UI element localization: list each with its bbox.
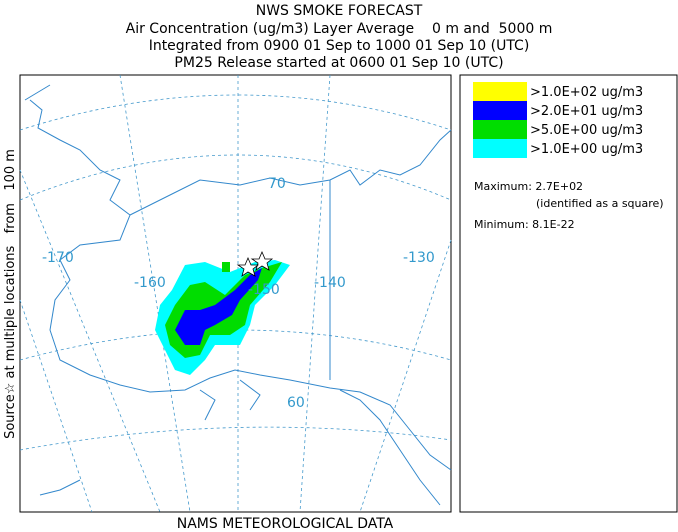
- header-line: PM25 Release started at 0600 01 Sep 10 (…: [174, 55, 503, 71]
- maximum-note: (identified as a square): [536, 197, 664, 210]
- map-label: -130: [403, 250, 435, 266]
- border: [39, 180, 331, 496]
- map-label: -140: [314, 275, 346, 291]
- map: -170 -160 -150 -140 -130 70 60: [19, 74, 452, 513]
- footer: NAMS METEOROLOGICAL DATA: [177, 516, 394, 532]
- header-line: Air Concentration (ug/m3) Layer Average …: [126, 21, 553, 37]
- legend-swatch: [473, 120, 527, 139]
- legend: Maximum: 2.7E+02 (identified as a square…: [459, 74, 678, 513]
- header-line: Integrated from 0900 01 Sep to 1000 01 S…: [149, 38, 530, 54]
- maximum: Maximum: 2.7E+02: [474, 180, 583, 193]
- side-label: Source☆ at multiple locations from 100 m: [3, 149, 18, 439]
- map-label: 60: [287, 395, 305, 411]
- legend-swatch: [473, 139, 527, 158]
- coastline: [24, 84, 441, 506]
- source-marker: [236, 250, 274, 277]
- coastline: [129, 129, 452, 216]
- minimum: Minimum: 8.1E-22: [474, 218, 575, 231]
- plume-patch: [222, 262, 230, 272]
- map-label: -160: [134, 275, 166, 291]
- legend-label: >2.0E+01 ug/m3: [530, 104, 643, 119]
- map-label: -150: [248, 282, 280, 298]
- map-label: -170: [42, 250, 74, 266]
- legend-swatch: [473, 82, 527, 101]
- legend-label: >1.0E+02 ug/m3: [530, 85, 643, 100]
- title: NWS SMOKE FORECAST: [256, 3, 423, 19]
- coastline: [29, 99, 452, 471]
- legend-label: >1.0E+00 ug/m3: [530, 142, 643, 157]
- map-label: 70: [268, 176, 286, 192]
- plume-high: [175, 268, 262, 345]
- legend-label: >5.0E+00 ug/m3: [530, 123, 643, 138]
- legend-swatch: [473, 101, 527, 120]
